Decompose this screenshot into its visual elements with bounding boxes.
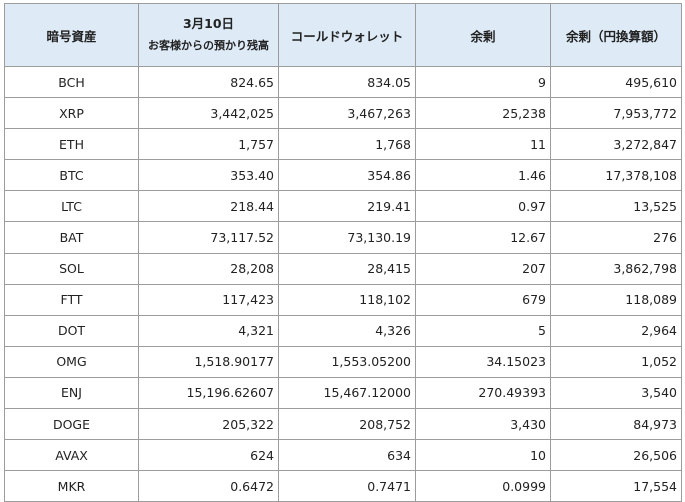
cell-deposit: 73,117.52 bbox=[138, 221, 279, 254]
cell-surplus-jpy: 17,554 bbox=[550, 470, 682, 502]
cell-cold-wallet: 634 bbox=[278, 439, 416, 472]
cell-surplus: 12.67 bbox=[415, 221, 551, 254]
cell-cold-wallet: 4,326 bbox=[278, 314, 416, 347]
cell-deposit: 205,322 bbox=[138, 408, 279, 441]
cell-asset: SOL bbox=[4, 252, 139, 285]
cell-surplus: 1.46 bbox=[415, 159, 551, 192]
cell-surplus: 5 bbox=[415, 314, 551, 347]
cell-surplus: 25,238 bbox=[415, 97, 551, 130]
cell-deposit: 4,321 bbox=[138, 314, 279, 347]
cell-deposit: 353.40 bbox=[138, 159, 279, 192]
table-row: XRP 3,442,025 3,467,263 25,238 7,953,772 bbox=[4, 97, 682, 130]
cell-deposit: 1,757 bbox=[138, 128, 279, 161]
cell-surplus: 207 bbox=[415, 252, 551, 285]
cell-deposit: 1,518.90177 bbox=[138, 345, 279, 378]
cell-asset: MKR bbox=[4, 470, 139, 502]
table-header: 暗号資産 3月10日 お客様からの預かり残高 コールドウォレット 余剰 余剰（円… bbox=[4, 3, 682, 67]
table-row: BAT 73,117.52 73,130.19 12.67 276 bbox=[4, 221, 682, 254]
cell-asset: DOT bbox=[4, 314, 139, 347]
cell-surplus-jpy: 3,272,847 bbox=[550, 128, 682, 161]
cell-surplus-jpy: 7,953,772 bbox=[550, 97, 682, 130]
cell-asset: BAT bbox=[4, 221, 139, 254]
header-asset: 暗号資産 bbox=[4, 3, 139, 67]
table-row: MKR 0.6472 0.7471 0.0999 17,554 bbox=[4, 470, 682, 502]
header-date: 3月10日 お客様からの預かり残高 bbox=[138, 3, 279, 67]
cell-surplus: 679 bbox=[415, 283, 551, 316]
cell-deposit: 218.44 bbox=[138, 190, 279, 223]
cell-asset: FTT bbox=[4, 283, 139, 316]
cell-surplus-jpy: 2,964 bbox=[550, 314, 682, 347]
cell-surplus-jpy: 84,973 bbox=[550, 408, 682, 441]
cell-surplus-jpy: 13,525 bbox=[550, 190, 682, 223]
cell-surplus-jpy: 26,506 bbox=[550, 439, 682, 472]
cell-surplus: 34.15023 bbox=[415, 345, 551, 378]
cell-surplus-jpy: 495,610 bbox=[550, 65, 682, 99]
cell-deposit: 3,442,025 bbox=[138, 97, 279, 130]
cell-cold-wallet: 0.7471 bbox=[278, 470, 416, 502]
header-surplus-jpy: 余剰（円換算額） bbox=[550, 3, 682, 67]
cell-asset: ENJ bbox=[4, 376, 139, 410]
cell-deposit: 15,196.62607 bbox=[138, 376, 279, 410]
table-row: BCH 824.65 834.05 9 495,610 bbox=[4, 65, 682, 99]
cell-cold-wallet: 1,553.05200 bbox=[278, 345, 416, 378]
header-date-sub: お客様からの預かり残高 bbox=[148, 39, 269, 52]
cell-deposit: 824.65 bbox=[138, 65, 279, 99]
cell-surplus-jpy: 17,378,108 bbox=[550, 159, 682, 192]
table-row: OMG 1,518.90177 1,553.05200 34.15023 1,052 bbox=[4, 345, 682, 378]
cell-asset: DOGE bbox=[4, 408, 139, 441]
cell-asset: AVAX bbox=[4, 439, 139, 472]
cell-asset: BTC bbox=[4, 159, 139, 192]
cell-surplus-jpy: 1,052 bbox=[550, 345, 682, 378]
cell-cold-wallet: 354.86 bbox=[278, 159, 416, 192]
table-row: FTT 117,423 118,102 679 118,089 bbox=[4, 283, 682, 316]
cell-cold-wallet: 834.05 bbox=[278, 65, 416, 99]
header-row: 暗号資産 3月10日 お客様からの預かり残高 コールドウォレット 余剰 余剰（円… bbox=[4, 3, 682, 67]
table-row: DOT 4,321 4,326 5 2,964 bbox=[4, 314, 682, 347]
cell-cold-wallet: 1,768 bbox=[278, 128, 416, 161]
cell-asset: BCH bbox=[4, 65, 139, 99]
cell-deposit: 28,208 bbox=[138, 252, 279, 285]
cell-surplus: 270.49393 bbox=[415, 376, 551, 410]
cell-surplus: 0.0999 bbox=[415, 470, 551, 502]
cell-surplus: 10 bbox=[415, 439, 551, 472]
cell-surplus-jpy: 3,862,798 bbox=[550, 252, 682, 285]
cell-surplus: 11 bbox=[415, 128, 551, 161]
cell-surplus: 3,430 bbox=[415, 408, 551, 441]
cell-cold-wallet: 219.41 bbox=[278, 190, 416, 223]
header-cold-wallet: コールドウォレット bbox=[278, 3, 416, 67]
cell-asset: ETH bbox=[4, 128, 139, 161]
cell-surplus-jpy: 3,540 bbox=[550, 376, 682, 410]
cell-asset: OMG bbox=[4, 345, 139, 378]
cell-cold-wallet: 28,415 bbox=[278, 252, 416, 285]
cell-cold-wallet: 208,752 bbox=[278, 408, 416, 441]
table-row: BTC 353.40 354.86 1.46 17,378,108 bbox=[4, 159, 682, 192]
cell-cold-wallet: 73,130.19 bbox=[278, 221, 416, 254]
cell-surplus: 9 bbox=[415, 65, 551, 99]
cell-cold-wallet: 15,467.12000 bbox=[278, 376, 416, 410]
cell-surplus: 0.97 bbox=[415, 190, 551, 223]
cell-cold-wallet: 3,467,263 bbox=[278, 97, 416, 130]
reserve-table: 暗号資産 3月10日 お客様からの預かり残高 コールドウォレット 余剰 余剰（円… bbox=[4, 3, 682, 502]
table-row: DOGE 205,322 208,752 3,430 84,973 bbox=[4, 408, 682, 441]
header-surplus: 余剰 bbox=[415, 3, 551, 67]
table-row: SOL 28,208 28,415 207 3,862,798 bbox=[4, 252, 682, 285]
table-body: BCH 824.65 834.05 9 495,610 XRP 3,442,025 3,467… bbox=[4, 65, 682, 502]
cell-deposit: 624 bbox=[138, 439, 279, 472]
table-row: AVAX 624 634 10 26,506 bbox=[4, 439, 682, 472]
cell-asset: LTC bbox=[4, 190, 139, 223]
table-row: ETH 1,757 1,768 11 3,272,847 bbox=[4, 128, 682, 161]
table-row: ENJ 15,196.62607 15,467.12000 270.49393 3,54… bbox=[4, 376, 682, 410]
cell-deposit: 117,423 bbox=[138, 283, 279, 316]
cell-deposit: 0.6472 bbox=[138, 470, 279, 502]
cell-asset: XRP bbox=[4, 97, 139, 130]
cell-surplus-jpy: 118,089 bbox=[550, 283, 682, 316]
table-row: LTC 218.44 219.41 0.97 13,525 bbox=[4, 190, 682, 223]
cell-surplus-jpy: 276 bbox=[550, 221, 682, 254]
cell-cold-wallet: 118,102 bbox=[278, 283, 416, 316]
header-date-label: 3月10日 bbox=[182, 16, 235, 31]
